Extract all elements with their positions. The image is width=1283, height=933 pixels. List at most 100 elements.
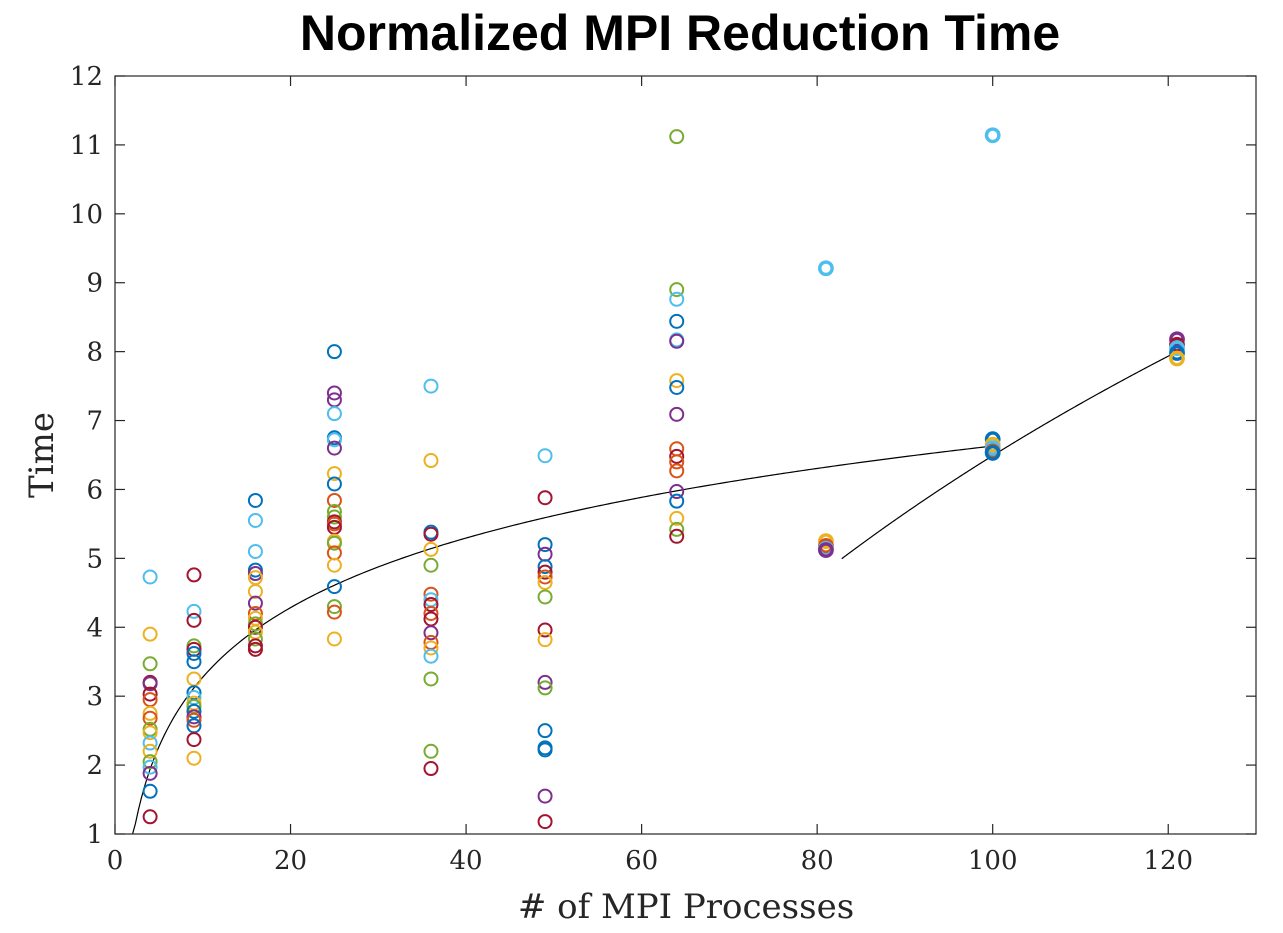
data-point — [142, 759, 158, 775]
data-point — [142, 626, 158, 642]
y-tick-label: 6 — [86, 475, 103, 505]
data-point — [1169, 350, 1185, 367]
data-point — [423, 761, 439, 777]
data-point — [186, 603, 202, 619]
data-point — [326, 631, 342, 647]
data-point — [247, 583, 263, 599]
data-point — [142, 686, 158, 702]
data-point — [186, 567, 202, 583]
fit-curve — [841, 351, 1178, 560]
data-point — [423, 586, 439, 602]
data-point — [326, 492, 342, 508]
data-point — [669, 282, 685, 298]
x-tick-label: 60 — [625, 846, 658, 876]
data-point — [326, 599, 342, 615]
data-point — [423, 640, 439, 656]
data-point — [669, 463, 685, 479]
data-point — [186, 712, 202, 728]
data-point — [142, 705, 158, 721]
data-point — [142, 710, 158, 726]
data-point — [537, 589, 553, 605]
data-point — [423, 625, 439, 641]
data-point — [669, 373, 685, 389]
x-tick-label: 20 — [274, 846, 307, 876]
data-point — [669, 454, 685, 470]
data-point — [669, 406, 685, 422]
data-point — [984, 445, 1001, 461]
data-point — [423, 597, 439, 613]
data-point — [142, 656, 158, 672]
y-tick-label: 12 — [70, 62, 103, 92]
data-point — [669, 333, 685, 349]
x-ticks: 0 20 40 60 80 100 120 — [107, 76, 1193, 876]
data-point — [537, 742, 553, 758]
data-point — [1169, 345, 1185, 361]
fit-lines — [131, 351, 1178, 835]
data-point — [423, 671, 439, 687]
x-tick-label: 120 — [1143, 846, 1193, 876]
y-tick-label: 10 — [70, 200, 103, 230]
data-point — [186, 645, 202, 661]
data-point — [423, 605, 439, 621]
x-axis-label: # of MPI Processes — [518, 887, 854, 927]
y-axis-label: Time — [22, 412, 62, 498]
data-point — [326, 604, 342, 620]
data-point — [247, 566, 263, 582]
data-point — [537, 559, 553, 575]
y-tick-label: 9 — [86, 269, 103, 299]
y-tick-label: 5 — [86, 544, 103, 574]
data-point — [423, 743, 439, 759]
data-point — [423, 648, 439, 664]
data-point — [669, 448, 685, 464]
data-point — [537, 674, 553, 690]
data-point — [423, 526, 439, 542]
data-point — [537, 569, 553, 585]
data-point — [537, 448, 553, 464]
y-tick-label: 7 — [86, 407, 103, 437]
data-point — [423, 453, 439, 469]
data-point — [247, 543, 263, 559]
y-tick-label: 8 — [86, 338, 103, 368]
data-point — [247, 595, 263, 611]
data-point — [186, 750, 202, 766]
data-point — [326, 344, 342, 360]
data-point — [142, 676, 158, 692]
y-tick-label: 1 — [86, 820, 103, 850]
data-point — [326, 476, 342, 492]
data-point — [669, 493, 685, 509]
data-point — [537, 622, 553, 638]
data-point — [186, 654, 202, 670]
data-point — [537, 788, 553, 804]
data-point — [186, 612, 202, 628]
data-point — [537, 490, 553, 506]
data-point — [669, 528, 685, 544]
x-tick-label: 0 — [107, 846, 124, 876]
data-point — [669, 313, 685, 329]
data-point — [669, 484, 685, 500]
chart-title: Normalized MPI Reduction Time — [300, 5, 1060, 61]
data-point — [326, 509, 342, 525]
data-point — [669, 521, 685, 537]
data-point — [247, 641, 263, 657]
data-point — [669, 379, 685, 395]
plot-area-frame — [114, 75, 1257, 835]
data-point — [247, 492, 263, 508]
y-tick-label: 3 — [86, 682, 103, 712]
data-point — [818, 542, 834, 558]
data-point — [186, 732, 202, 748]
data-point — [984, 127, 1001, 144]
data-point — [142, 725, 158, 741]
data-point — [142, 783, 158, 799]
data-point — [423, 541, 439, 557]
y-tick-label: 2 — [86, 751, 103, 781]
data-point — [669, 129, 685, 145]
data-point — [142, 743, 158, 759]
data-point — [818, 260, 834, 277]
data-point — [142, 765, 158, 781]
data-point — [537, 632, 553, 648]
data-point — [326, 440, 342, 456]
data-points — [142, 127, 1185, 830]
data-point — [423, 557, 439, 573]
data-point — [142, 809, 158, 825]
